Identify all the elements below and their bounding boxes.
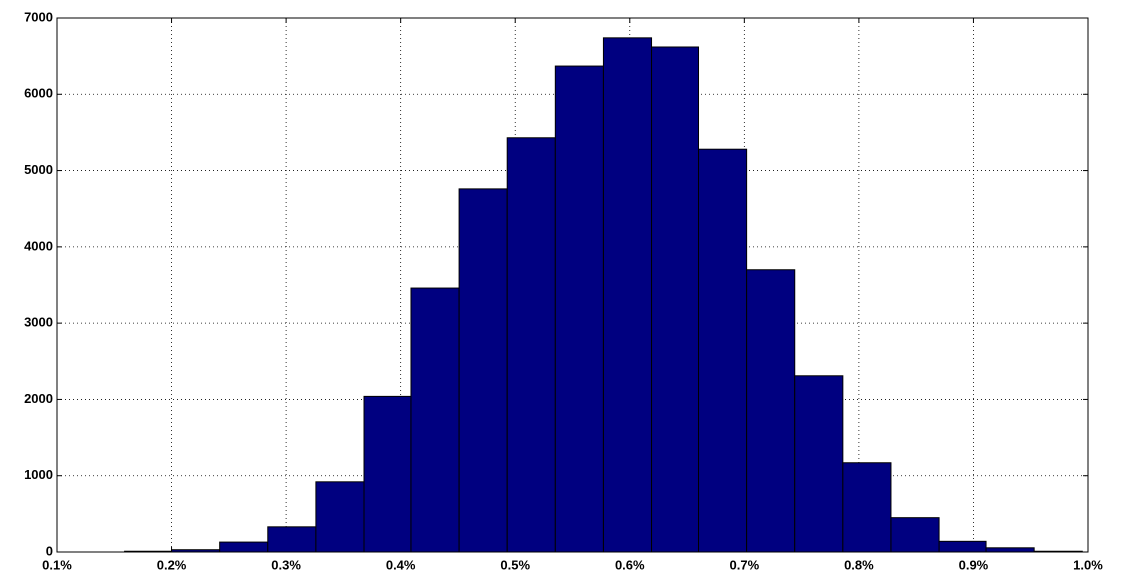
x-tick-label: 0.6% — [615, 557, 645, 572]
x-tick-label: 0.2% — [157, 557, 187, 572]
x-tick-label: 1.0% — [1073, 557, 1103, 572]
bar — [985, 547, 1035, 553]
y-tick-label: 2000 — [24, 391, 53, 406]
bar — [794, 375, 844, 553]
bar — [410, 287, 460, 553]
bar — [554, 65, 604, 553]
y-tick-label: 6000 — [24, 86, 53, 101]
bar — [890, 517, 940, 553]
y-tick-label: 5000 — [24, 162, 53, 177]
x-tick-label: 0.4% — [386, 557, 416, 572]
bar — [602, 37, 653, 553]
bar — [267, 526, 317, 553]
bar — [938, 540, 987, 553]
y-tick-label: 0 — [46, 543, 53, 558]
bar — [651, 46, 700, 553]
x-tick-label: 0.3% — [271, 557, 301, 572]
y-tick-label: 7000 — [24, 9, 53, 24]
bar — [363, 395, 412, 553]
x-tick-label: 0.7% — [730, 557, 760, 572]
x-tick-label: 0.5% — [500, 557, 530, 572]
bar — [458, 188, 508, 553]
x-tick-label: 0.1% — [42, 557, 72, 572]
y-tick-label: 3000 — [24, 315, 53, 330]
bar — [506, 137, 556, 553]
bar — [746, 269, 796, 553]
bar — [842, 462, 892, 553]
bar — [698, 148, 748, 553]
bar — [219, 541, 269, 553]
x-tick-label: 0.8% — [844, 557, 874, 572]
x-tick-label: 0.9% — [959, 557, 989, 572]
bar — [315, 481, 365, 553]
axes-box — [56, 17, 1089, 553]
y-tick-label: 1000 — [24, 467, 53, 482]
y-tick-label: 4000 — [24, 238, 53, 253]
